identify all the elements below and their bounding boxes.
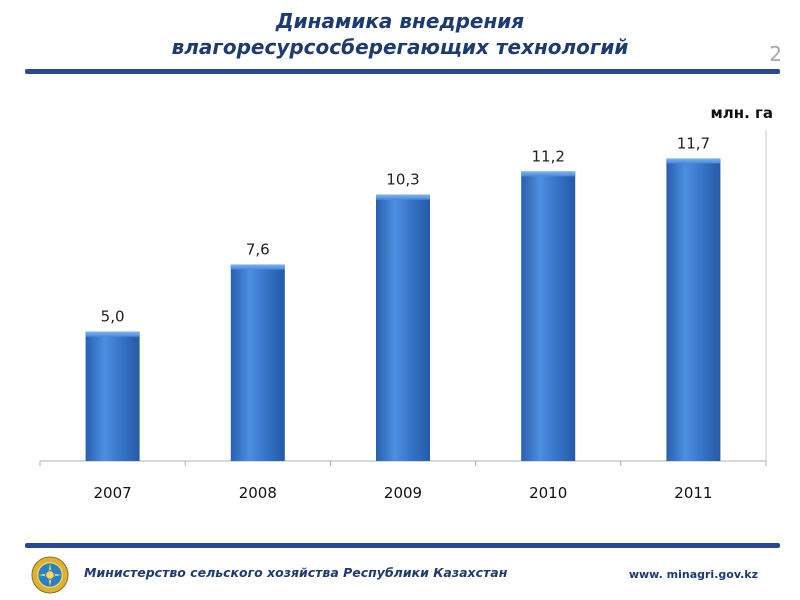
page-number: 2	[769, 42, 782, 66]
unit-label: млн. га	[710, 104, 774, 122]
bar-cap-2010	[521, 171, 576, 177]
top-divider	[25, 69, 780, 74]
slide-title: Динамика внедрения влагоресурсосберегающ…	[0, 8, 800, 60]
bar-2011	[666, 158, 721, 461]
x-tick-label-2008: 2008	[239, 484, 277, 502]
bar-2007	[85, 331, 140, 461]
slide-title-line-2: влагоресурсосберегающих технологий	[171, 35, 629, 59]
kazakhstan-emblem-icon	[31, 556, 69, 594]
bar-2008	[230, 264, 285, 461]
bar-cap-2011	[666, 158, 721, 164]
x-tick-label-2009: 2009	[384, 484, 422, 502]
slide-title-line-1: Динамика внедрения	[275, 9, 525, 33]
bar-2010	[521, 171, 576, 461]
x-tick-label-2007: 2007	[94, 484, 132, 502]
footer-organization: Министерство сельского хозяйства Республ…	[84, 565, 508, 580]
bar-chart: 5,0 2007 7,6 2008 10,3 2009 11,2 2010 11,7 2011	[39, 130, 767, 502]
x-tick-label-2010: 2010	[529, 484, 567, 502]
bottom-divider	[25, 543, 780, 548]
bar-2009	[376, 194, 430, 461]
x-tick-label-2011: 2011	[674, 484, 712, 502]
bar-cap-2009	[376, 194, 430, 200]
data-label-2011: 11,7	[677, 134, 710, 152]
bar-cap-2007	[85, 331, 140, 337]
data-label-2010: 11,2	[531, 147, 564, 165]
footer-website-link[interactable]: www. minagri.gov.kz	[628, 568, 758, 581]
bar-cap-2008	[230, 264, 285, 270]
data-label-2009: 10,3	[386, 171, 419, 189]
data-label-2007: 5,0	[101, 308, 125, 326]
data-label-2008: 7,6	[246, 240, 270, 258]
